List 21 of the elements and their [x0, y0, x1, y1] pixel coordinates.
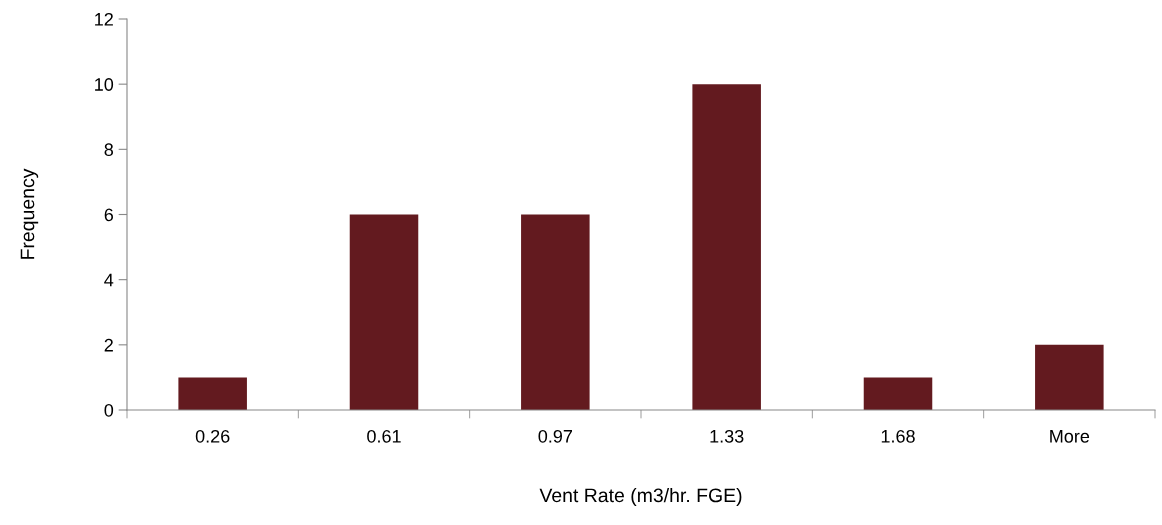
y-tick-label: 0	[104, 403, 114, 417]
y-tick-label: 12	[95, 12, 113, 26]
x-axis-title: Vent Rate (m3/hr. FGE)	[539, 487, 742, 507]
x-tick-label: 1.33	[710, 429, 744, 443]
x-tick-label: More	[1050, 430, 1090, 443]
y-axis-title: Frequency	[20, 168, 39, 259]
y-tick-label: 8	[104, 143, 114, 157]
y-tick-label: 4	[104, 273, 114, 287]
bar	[692, 84, 761, 410]
x-tick-label: 0.61	[367, 429, 401, 443]
bar	[521, 214, 590, 410]
x-tick-label: 0.97	[538, 429, 572, 443]
bar	[349, 214, 419, 410]
bar	[178, 377, 247, 410]
y-tick-label: 2	[104, 338, 113, 352]
x-tick-label: 1.68	[881, 429, 915, 443]
y-tick-label: 10	[95, 78, 114, 91]
x-tick-label: 0.26	[195, 429, 230, 443]
bar	[863, 377, 933, 410]
y-tick-label: 6	[104, 208, 114, 222]
bar	[1035, 344, 1104, 410]
